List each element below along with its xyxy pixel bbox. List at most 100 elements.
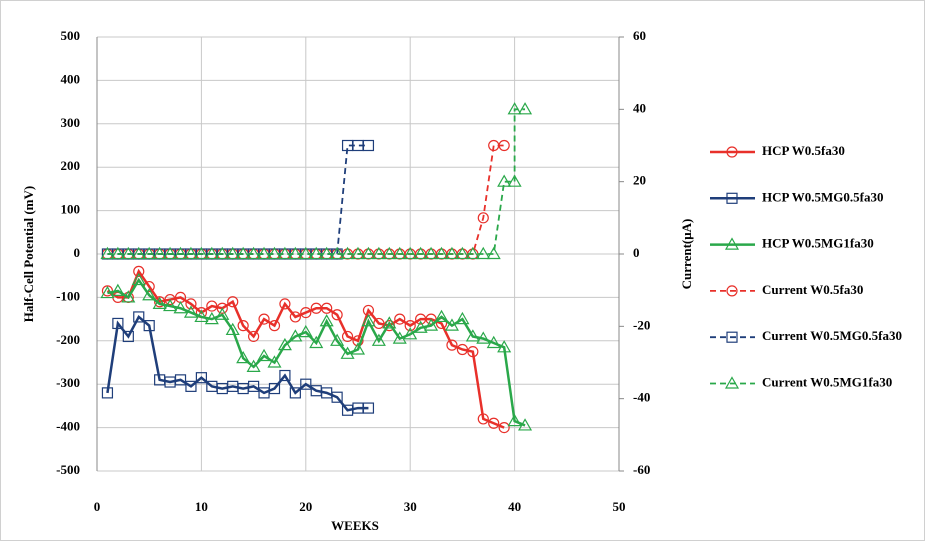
data-point (362, 402, 375, 414)
data-point (183, 246, 198, 260)
data-point (330, 246, 345, 260)
data-point (403, 246, 418, 260)
data-point (236, 350, 251, 364)
y2-tick-label: 20 (633, 173, 646, 188)
data-point (467, 346, 479, 358)
data-point (309, 335, 324, 349)
data-point (507, 174, 522, 187)
y-tick-label: -400 (56, 419, 80, 434)
data-point (246, 359, 261, 372)
data-point (340, 246, 355, 260)
data-point (143, 320, 155, 332)
data-point (279, 298, 291, 310)
data-point (164, 293, 176, 306)
data-point (486, 335, 501, 349)
data-point (486, 246, 501, 260)
data-point (131, 272, 146, 286)
legend-marker (724, 237, 740, 250)
data-point (152, 296, 167, 310)
data-point (133, 311, 145, 323)
data-point (194, 246, 209, 260)
data-point (225, 246, 240, 260)
data-point (110, 246, 125, 260)
data-point (152, 246, 167, 260)
data-point (309, 246, 324, 260)
y2-tick-label: 60 (633, 28, 646, 43)
data-point (382, 246, 397, 260)
data-point (268, 382, 281, 395)
data-point (352, 335, 364, 347)
data-point (477, 212, 489, 224)
data-point (173, 246, 188, 260)
data-point (404, 320, 416, 332)
data-point (507, 102, 522, 115)
data-point (330, 333, 345, 346)
data-point (434, 246, 449, 260)
data-point (236, 246, 251, 260)
data-point (497, 340, 512, 353)
data-point (455, 311, 470, 325)
x-tick-label: 0 (94, 499, 101, 514)
legend-marker (726, 285, 738, 297)
data-point (257, 348, 272, 362)
data-point (195, 372, 207, 384)
data-point (331, 309, 343, 321)
data-point (444, 246, 459, 260)
data-point (288, 329, 303, 342)
data-point (277, 337, 292, 351)
data-point (465, 329, 480, 342)
data-point (300, 306, 312, 319)
data-point (289, 387, 301, 399)
data-point (392, 331, 407, 344)
data-point (403, 327, 418, 340)
data-point (289, 311, 301, 323)
data-point (507, 413, 522, 427)
legend-marker (726, 192, 738, 204)
data-point (497, 174, 512, 187)
data-point (394, 313, 406, 325)
data-point (371, 246, 386, 260)
data-point (133, 265, 145, 277)
data-point (413, 246, 428, 260)
data-point (258, 313, 270, 325)
y-tick-label: 500 (61, 28, 81, 43)
y2-tick-label: 40 (633, 100, 646, 115)
data-point (163, 246, 178, 260)
legend-label: Current W0.5MG0.5fa30 (762, 328, 902, 343)
data-point (498, 139, 510, 152)
data-point (444, 318, 459, 331)
data-point (174, 374, 187, 386)
data-point (121, 246, 136, 260)
data-point (350, 342, 366, 355)
data-point (225, 322, 240, 336)
legend-marker (724, 376, 740, 389)
data-point (476, 331, 491, 344)
data-point (194, 309, 209, 323)
data-point (246, 246, 261, 260)
series-line (107, 108, 526, 255)
y2-tick-label: -40 (633, 390, 650, 405)
data-point (142, 288, 157, 301)
y-tick-label: -300 (56, 375, 80, 390)
y2-tick-label: 0 (633, 245, 640, 260)
y-axis-title: Half-Cell Potential (mV) (21, 186, 36, 322)
data-point (446, 339, 458, 351)
data-point (277, 246, 292, 260)
data-point (456, 343, 468, 356)
data-point (424, 246, 439, 260)
data-point (185, 380, 197, 392)
data-point (279, 369, 291, 382)
x-tick-label: 50 (613, 499, 626, 514)
data-point (185, 298, 197, 310)
data-point (268, 320, 281, 332)
y2-tick-label: -20 (633, 317, 650, 332)
data-point (340, 346, 355, 359)
legend-label: HCP W0.5MG1fa30 (762, 236, 874, 251)
x-tick-label: 10 (195, 499, 208, 514)
data-point (319, 246, 334, 260)
y-tick-label: 0 (74, 245, 81, 260)
y2-tick-label: -60 (633, 462, 650, 477)
data-point (101, 387, 114, 399)
data-point (498, 422, 510, 434)
data-point (382, 316, 397, 329)
